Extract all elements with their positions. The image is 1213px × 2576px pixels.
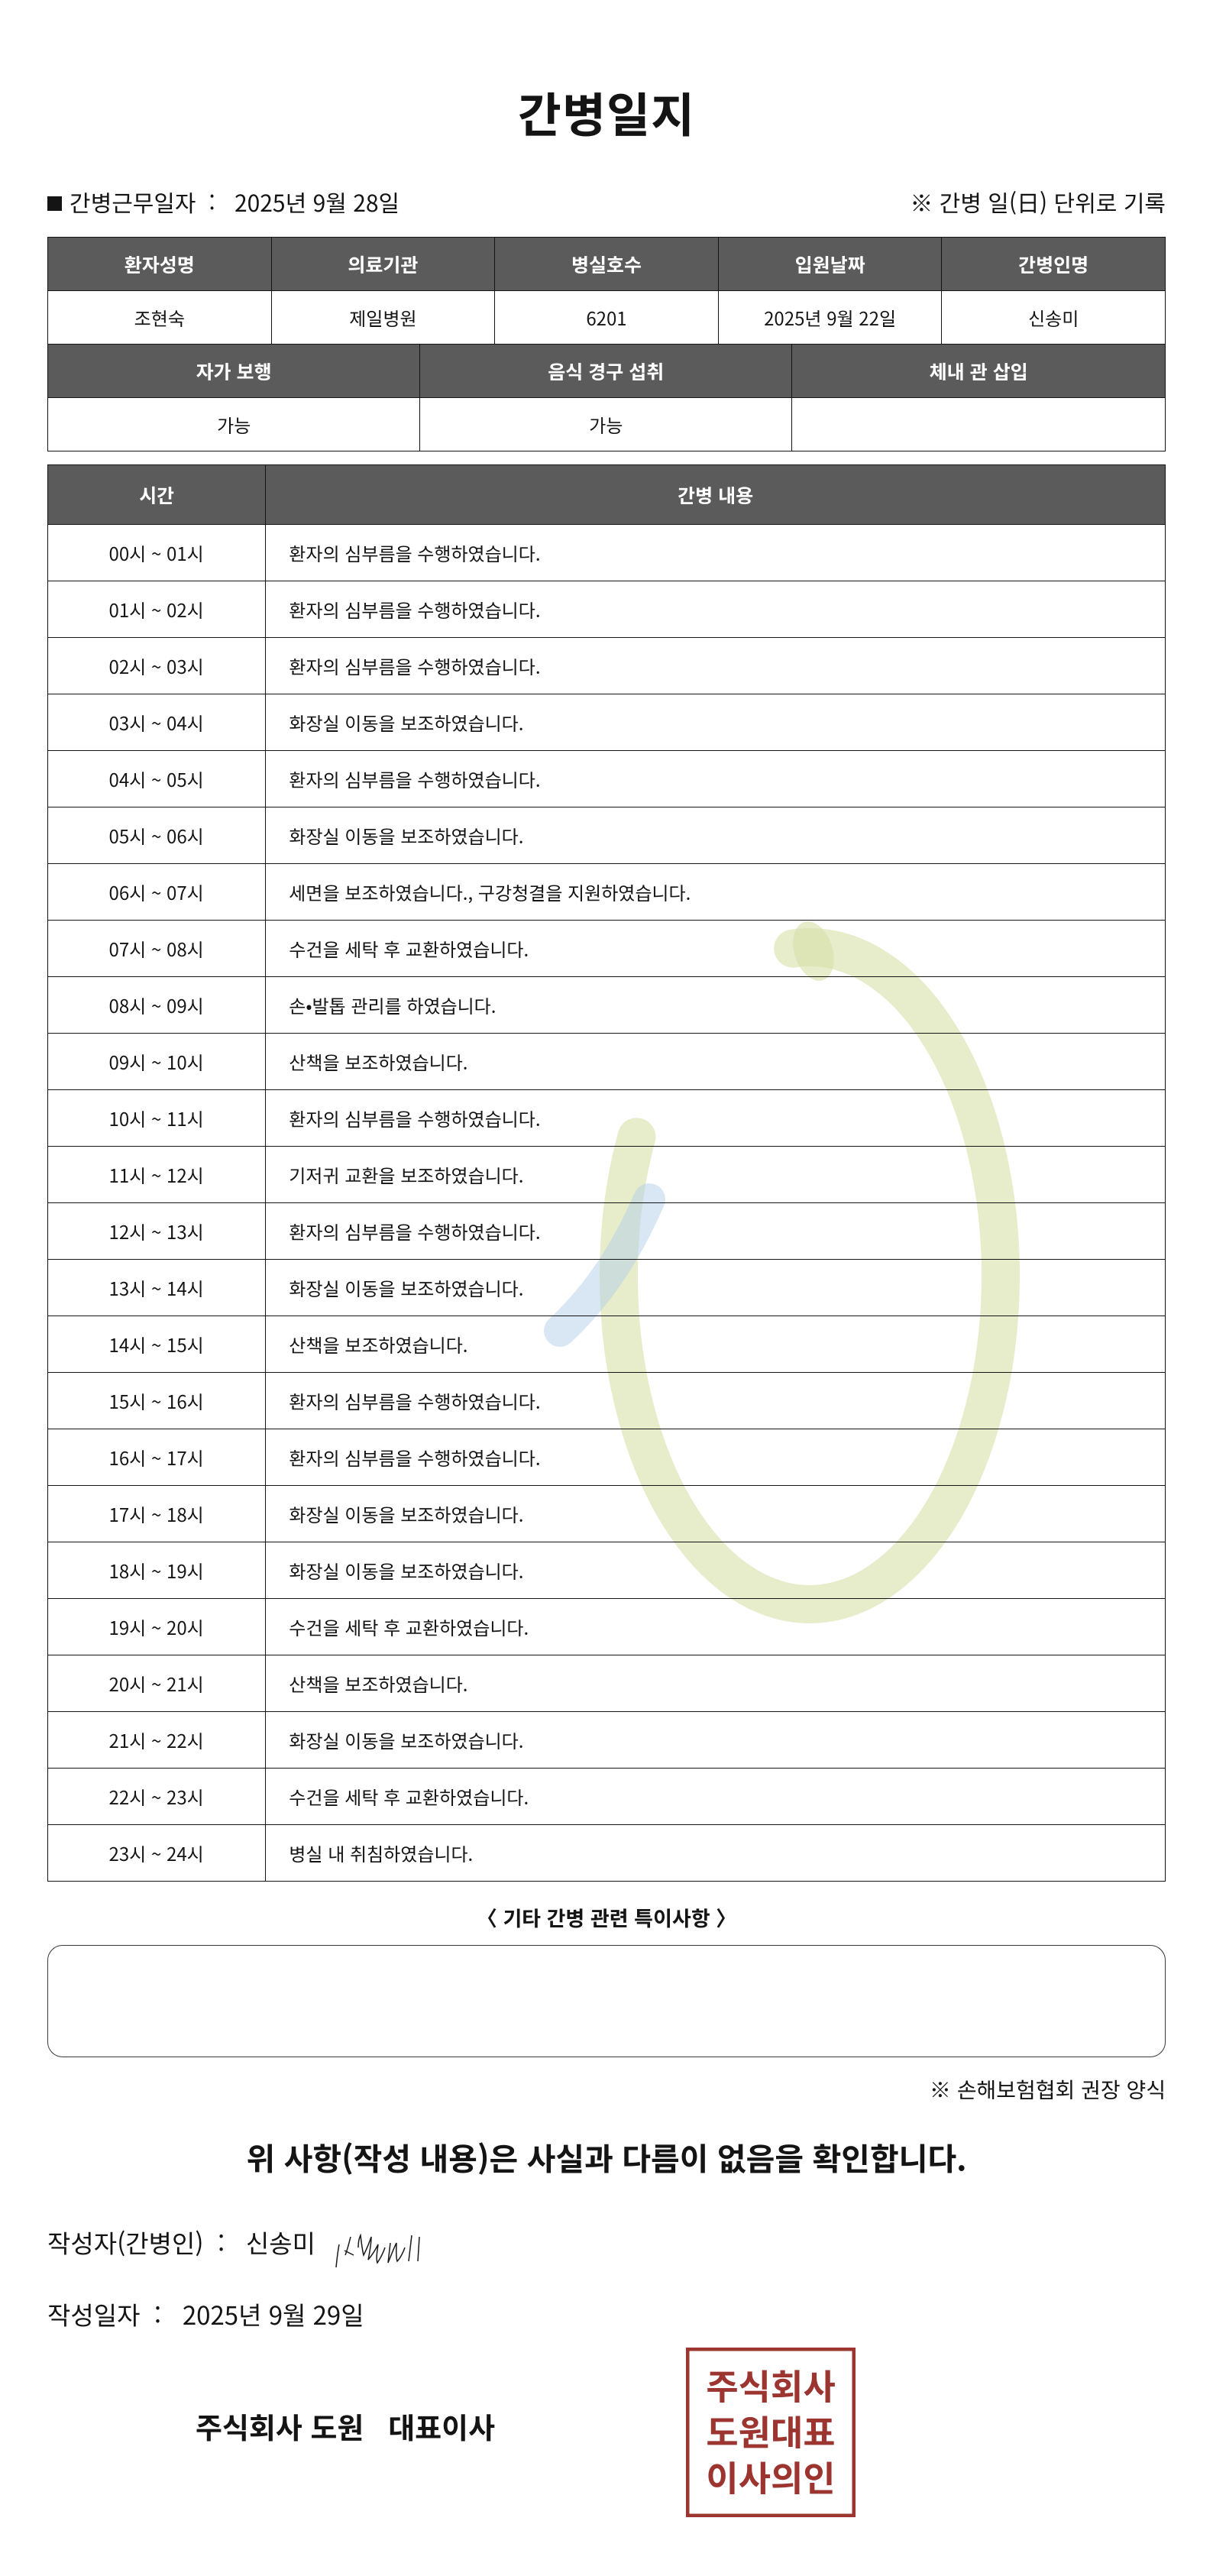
svg-text:도원대표: 도원대표: [706, 2406, 835, 2456]
svg-text:주식회사: 주식회사: [706, 2360, 835, 2410]
svg-text:이사의인: 이사의인: [706, 2451, 835, 2502]
